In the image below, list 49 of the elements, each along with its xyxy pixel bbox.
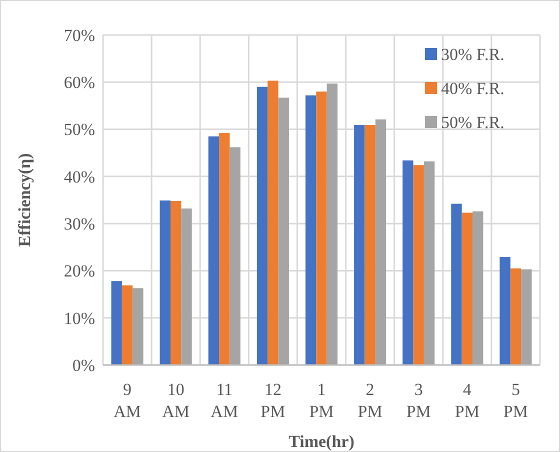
bar <box>472 211 484 365</box>
y-tick-label: 60% <box>64 73 95 92</box>
x-tick-label: 11 AM <box>210 380 238 421</box>
bar <box>160 200 170 365</box>
bar <box>181 208 192 365</box>
bar <box>413 165 424 365</box>
legend-label: 50% F.R. <box>441 112 504 132</box>
bar <box>170 200 182 365</box>
bar <box>278 98 289 365</box>
bar <box>424 161 435 365</box>
bar <box>111 281 122 365</box>
x-tick-label: 10 AM <box>162 380 190 421</box>
bar <box>256 86 268 365</box>
bar <box>375 119 386 365</box>
bar <box>208 136 220 365</box>
y-tick-label: 0% <box>72 356 95 375</box>
y-tick-label: 20% <box>64 262 95 281</box>
y-tick-label: 30% <box>64 214 95 234</box>
x-tick-label: 4 PM <box>454 380 480 421</box>
y-tick-label: 40% <box>64 167 95 186</box>
y-axis-title: Efficiency(η) <box>15 153 34 247</box>
bar <box>132 288 144 365</box>
bar <box>462 212 473 365</box>
y-tick-label: 70% <box>64 26 95 45</box>
bar <box>402 160 414 365</box>
x-tick-label: 5 PM <box>503 380 528 421</box>
bar <box>326 84 338 365</box>
bar <box>364 125 376 365</box>
bar <box>354 125 365 365</box>
bar <box>230 147 240 365</box>
y-tick-label: 50% <box>64 120 95 140</box>
bar <box>268 80 278 365</box>
bar <box>316 92 327 365</box>
bar <box>510 268 522 365</box>
legend-label: 30% F.R. <box>441 44 504 64</box>
x-tick-label: 12 PM <box>260 380 286 421</box>
bar <box>122 285 133 365</box>
x-tick-label: 2 PM <box>358 380 382 421</box>
y-tick-label: 10% <box>64 308 95 328</box>
legend-label: 40% F.R. <box>441 78 504 98</box>
x-axis-title: Time(hr) <box>288 432 354 451</box>
bar <box>219 133 230 365</box>
x-tick-label: 1 PM <box>309 380 334 421</box>
bar <box>305 95 316 365</box>
x-tick-label: 3 PM <box>406 380 431 421</box>
bar <box>451 204 462 365</box>
x-tick-label: 9 AM <box>114 380 141 421</box>
bar <box>500 257 510 365</box>
bar <box>521 269 532 365</box>
